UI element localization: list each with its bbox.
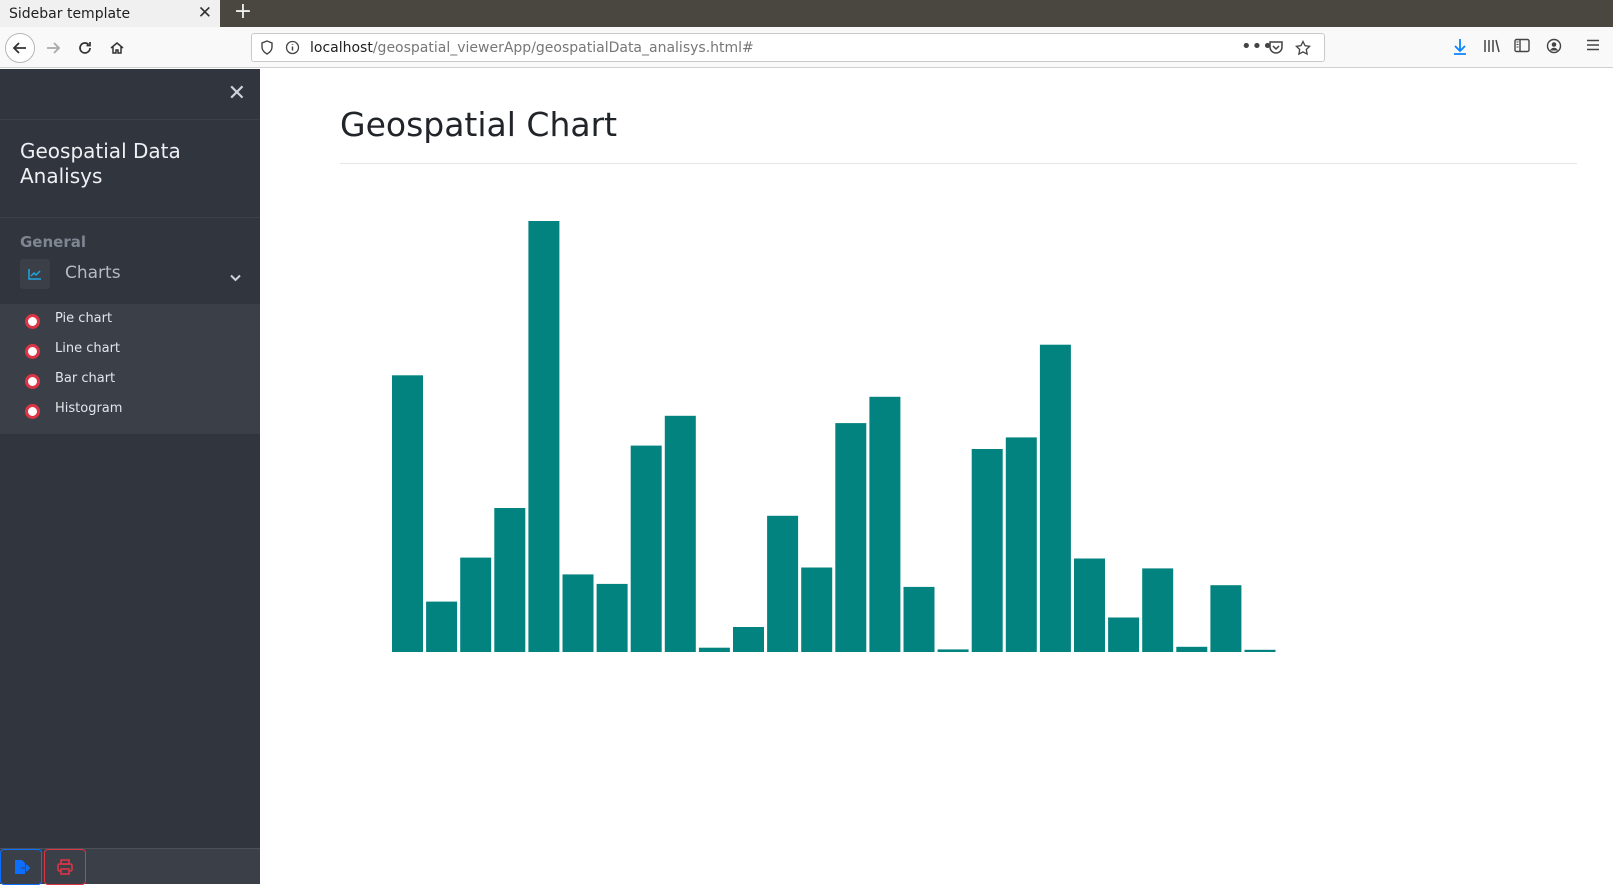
main-content: Geospatial Chart <box>260 69 1613 884</box>
line-chart-icon <box>20 259 50 289</box>
browser-tab-strip: Sidebar template ✕ + <box>0 0 1613 27</box>
export-icon <box>15 860 30 874</box>
print-icon <box>57 859 73 875</box>
close-tab-icon[interactable]: ✕ <box>197 3 212 23</box>
submenu-item-pie-chart[interactable]: Pie chart <box>0 306 260 336</box>
radio-icon <box>25 404 40 419</box>
more-actions-icon[interactable]: ••• <box>1241 36 1273 57</box>
bar-17 <box>937 649 969 652</box>
bar-21 <box>1074 558 1105 652</box>
library-icon[interactable] <box>1483 38 1501 58</box>
new-tab-icon[interactable]: + <box>233 0 253 24</box>
chevron-down-icon <box>230 267 241 286</box>
home-icon <box>110 42 124 54</box>
info-icon[interactable] <box>285 40 300 59</box>
menu-icon[interactable] <box>1586 38 1600 56</box>
bar-4 <box>494 508 526 652</box>
sidebar-divider <box>0 217 260 218</box>
submenu-item-bar-chart[interactable]: Bar chart <box>0 366 260 396</box>
sidebar-title: Geospatial Data Analisys <box>20 139 181 188</box>
account-icon[interactable] <box>1546 38 1562 58</box>
bar-16 <box>903 586 935 652</box>
radio-icon <box>25 344 40 359</box>
radio-icon <box>25 374 40 389</box>
tab-title: Sidebar template <box>9 5 131 22</box>
bar-6 <box>562 574 594 652</box>
bar-chart <box>392 221 1276 652</box>
print-button[interactable] <box>44 849 86 885</box>
bar-19 <box>1005 437 1037 652</box>
sidebar-section-label: General <box>20 233 86 251</box>
charts-submenu: Pie chart Line chart Bar chart Histogram <box>0 304 260 434</box>
bar-14 <box>835 423 867 652</box>
export-button[interactable] <box>0 849 42 885</box>
submenu-item-label: Histogram <box>55 401 123 416</box>
reload-icon <box>79 42 91 54</box>
submenu-item-label: Bar chart <box>55 371 116 386</box>
arrow-right-icon <box>47 42 61 54</box>
browser-toolbar: localhost/geospatial_viewerApp/geospatia… <box>0 27 1613 68</box>
close-sidebar-icon[interactable]: ✕ <box>227 81 246 106</box>
page-title: Geospatial Chart <box>340 105 618 144</box>
url-text[interactable]: localhost/geospatial_viewerApp/geospatia… <box>310 40 754 56</box>
bar-1 <box>392 375 423 652</box>
home-button[interactable] <box>103 34 131 62</box>
bar-2 <box>426 601 458 652</box>
bar-12 <box>767 515 799 652</box>
radio-icon <box>25 314 40 329</box>
url-host: localhost <box>310 40 373 56</box>
back-button[interactable] <box>5 33 35 63</box>
sidebar: ✕ Geospatial Data Analisys General Chart… <box>0 69 260 885</box>
sidebar-footer <box>0 848 260 885</box>
url-path: /geospatial_viewerApp/geospatialData_ana… <box>372 40 754 56</box>
bar-15 <box>869 396 901 652</box>
reload-button[interactable] <box>71 34 99 62</box>
submenu-item-label: Pie chart <box>55 311 113 326</box>
browser-tab[interactable]: Sidebar template ✕ <box>0 0 220 27</box>
bar-11 <box>733 627 764 652</box>
bar-26 <box>1244 649 1276 652</box>
bar-13 <box>801 567 833 652</box>
bookmark-star-icon[interactable] <box>1294 39 1312 60</box>
bar-20 <box>1039 344 1071 652</box>
sidebar-item-charts[interactable]: Charts <box>0 259 260 295</box>
sidebar-toggle-icon[interactable] <box>1514 38 1530 57</box>
bar-22 <box>1108 617 1140 652</box>
bar-8 <box>630 445 662 652</box>
submenu-item-line-chart[interactable]: Line chart <box>0 336 260 366</box>
bar-23 <box>1142 568 1174 652</box>
submenu-item-histogram[interactable]: Histogram <box>0 396 260 426</box>
sidebar-item-label: Charts <box>65 263 121 283</box>
bar-10 <box>698 647 730 652</box>
sidebar-divider <box>0 119 260 120</box>
bar-25 <box>1210 585 1242 652</box>
submenu-item-label: Line chart <box>55 341 121 356</box>
url-bar[interactable]: localhost/geospatial_viewerApp/geospatia… <box>251 33 1325 62</box>
title-divider <box>340 163 1577 164</box>
bar-9 <box>664 415 696 652</box>
bar-18 <box>971 449 1003 652</box>
arrow-left-icon <box>12 42 26 54</box>
bar-5 <box>528 221 560 652</box>
bar-24 <box>1176 646 1208 652</box>
pocket-icon[interactable] <box>1268 40 1284 59</box>
bar-7 <box>596 583 628 652</box>
download-icon[interactable] <box>1452 38 1468 60</box>
forward-button[interactable] <box>39 34 67 62</box>
shield-icon[interactable] <box>260 40 274 59</box>
bar-3 <box>460 557 492 652</box>
